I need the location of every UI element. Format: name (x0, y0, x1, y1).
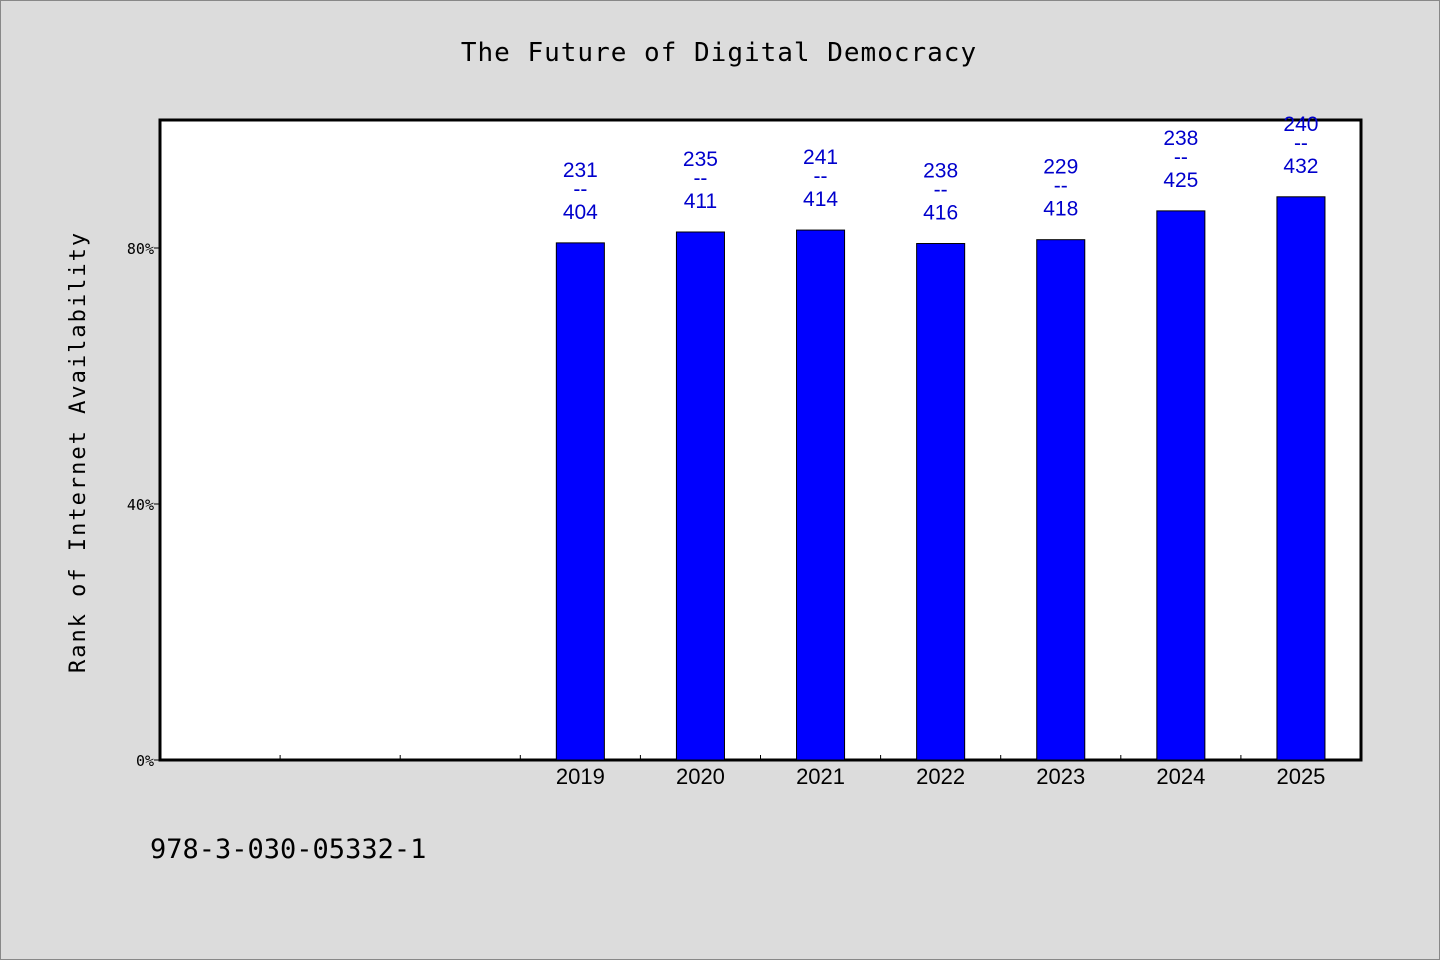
y-axis-label: Rank of Internet Availability (66, 231, 91, 673)
x-tick-label: 2022 (916, 764, 965, 789)
x-tick-label: 2020 (676, 764, 725, 789)
bars (555, 196, 1326, 761)
data-label-separator: -- (573, 178, 587, 201)
data-label-bottom: 425 (1163, 169, 1198, 192)
chart-title: The Future of Digital Democracy (461, 38, 977, 68)
bar (1036, 239, 1086, 761)
data-label-top: 238 (923, 160, 958, 183)
data-label-separator: -- (934, 179, 948, 202)
y-tick-label: 40% (127, 496, 154, 514)
axis-ticks: 0% 40% 80% (127, 240, 1242, 770)
x-tick-label: 2021 (796, 764, 845, 789)
bar (675, 231, 725, 761)
footer-code: 978-3-030-05332-1 (150, 834, 427, 865)
x-tick-label: 2025 (1276, 764, 1325, 789)
data-label-separator: -- (1294, 132, 1308, 155)
data-label-top: 240 (1283, 113, 1318, 136)
data-label-bottom: 418 (1043, 198, 1078, 221)
data-label-top: 231 (563, 159, 598, 182)
data-label-separator: -- (1174, 146, 1188, 169)
data-label-top: 235 (683, 148, 718, 171)
data-label-bottom: 432 (1283, 155, 1318, 178)
bar (916, 243, 966, 761)
x-tick-label: 2019 (556, 764, 605, 789)
data-label-bottom: 414 (803, 188, 838, 211)
data-label-separator: -- (1054, 175, 1068, 198)
x-tick-label: 2023 (1036, 764, 1085, 789)
data-label-top: 238 (1163, 127, 1198, 150)
bar (796, 229, 846, 761)
bar (1156, 210, 1206, 761)
x-tick-label: 2024 (1156, 764, 1205, 789)
data-label-separator: -- (693, 167, 707, 190)
data-label-top: 229 (1043, 156, 1078, 179)
y-tick-label: 80% (127, 240, 154, 258)
data-label-bottom: 404 (563, 201, 598, 224)
bar (1276, 196, 1326, 761)
data-label-top: 241 (803, 146, 838, 169)
data-label-bottom: 411 (684, 190, 717, 213)
data-label-separator: -- (814, 165, 828, 188)
data-label-bottom: 416 (923, 202, 958, 225)
bar (555, 242, 605, 761)
y-tick-label: 0% (136, 752, 154, 770)
data-labels: 2019231--4042020235--4112021241--4142022… (556, 113, 1326, 789)
